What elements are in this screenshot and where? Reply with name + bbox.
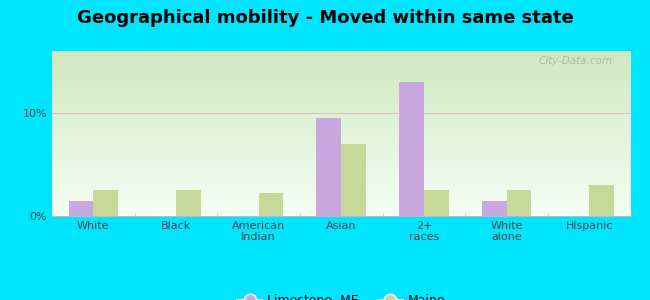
Bar	[259, 193, 283, 216]
Bar	[341, 144, 366, 216]
Text: City-Data.com: City-Data.com	[539, 56, 613, 66]
Bar	[68, 200, 94, 216]
Bar	[589, 185, 614, 216]
Bar	[482, 200, 506, 216]
Bar	[317, 118, 341, 216]
Bar	[424, 190, 448, 216]
Bar	[176, 190, 201, 216]
Bar	[94, 190, 118, 216]
Legend: Limestone, ME, Maine: Limestone, ME, Maine	[232, 289, 450, 300]
Text: Geographical mobility - Moved within same state: Geographical mobility - Moved within sam…	[77, 9, 573, 27]
Bar	[399, 82, 424, 216]
Bar	[506, 190, 531, 216]
